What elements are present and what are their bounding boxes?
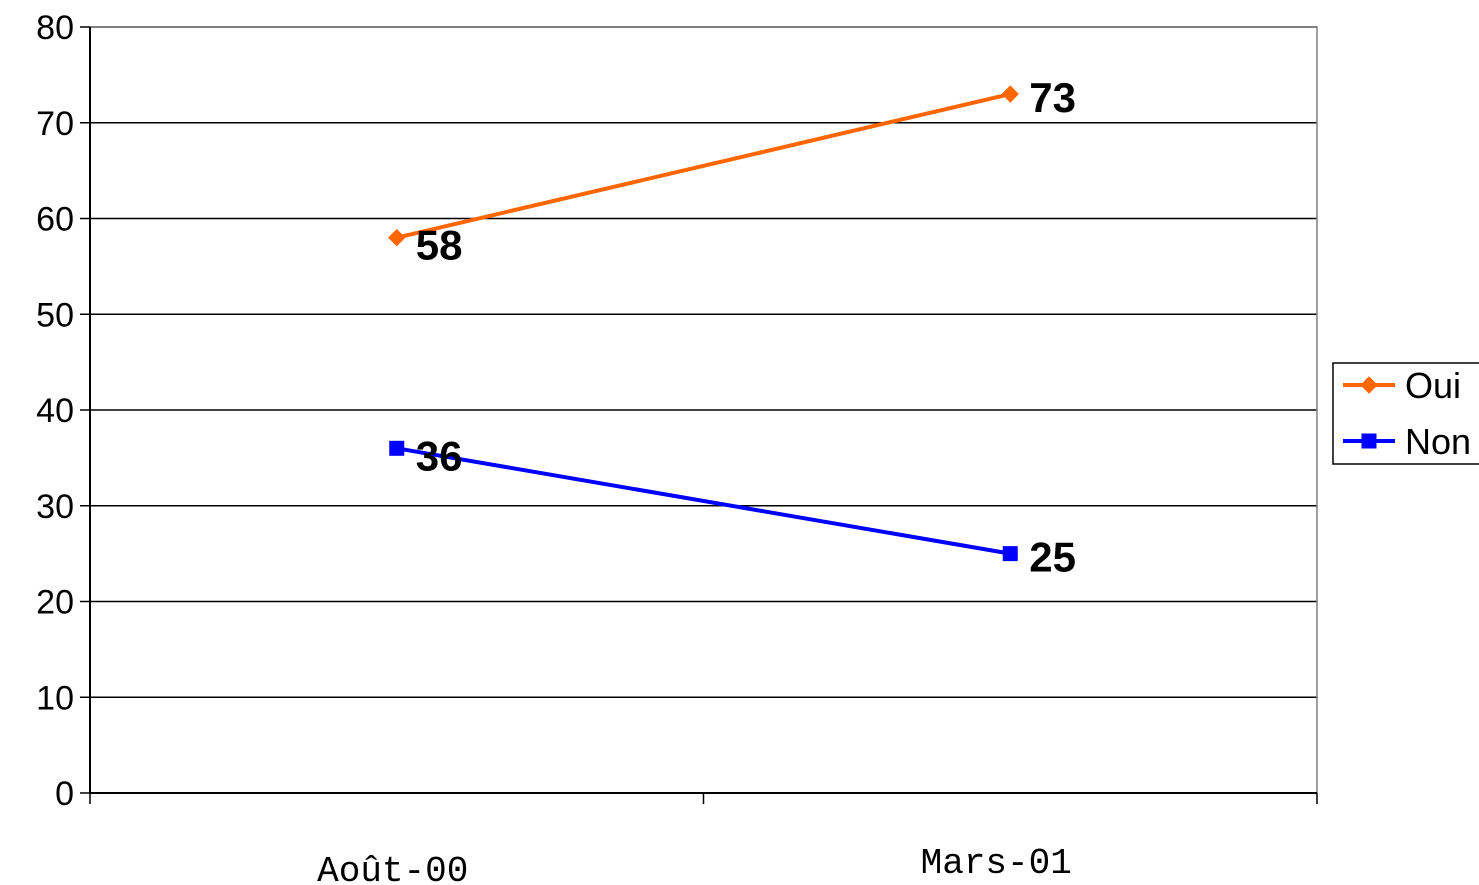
legend-marker-oui [1360,376,1378,394]
marker-oui-1 [1001,85,1019,103]
series-line-non [396,446,1011,556]
y-tick-label-80: 80 [36,9,74,47]
series-line-oui [396,92,1011,240]
data-labels: 58 73 36 25 [416,74,1076,581]
legend-marker-non [1361,433,1377,449]
y-tick-label-0: 0 [55,775,74,813]
data-label-oui-0: 58 [416,222,463,269]
data-label-non-0: 36 [416,432,463,479]
series-layer [388,85,1019,562]
x-tick-label-0: Août-00 [317,851,468,885]
y-tick-label-70: 70 [36,105,74,143]
legend-box [1332,362,1479,465]
y-axis-ticks: 0 10 20 30 40 50 60 70 80 [36,9,90,813]
x-tick-label-1: Mars-01 [921,843,1072,884]
data-label-oui-1: 73 [1029,74,1076,121]
marker-non-1 [1002,546,1018,562]
gridlines [90,26,1317,698]
y-tick-label-10: 10 [36,679,74,717]
data-label-non-1: 25 [1029,534,1076,581]
y-tick-label-60: 60 [36,201,74,239]
marker-non-0 [389,440,405,456]
legend: Oui Non [1332,362,1479,465]
legend-label-oui: Oui [1405,365,1461,406]
y-tick-label-50: 50 [36,296,74,334]
y-tick-label-30: 30 [36,488,74,526]
y-tick-label-40: 40 [36,392,74,430]
legend-label-non: Non [1405,421,1471,462]
marker-oui-0 [388,228,406,247]
x-axis-ticks: Août-00 Mars-01 [89,793,1318,885]
y-tick-label-20: 20 [36,584,74,622]
